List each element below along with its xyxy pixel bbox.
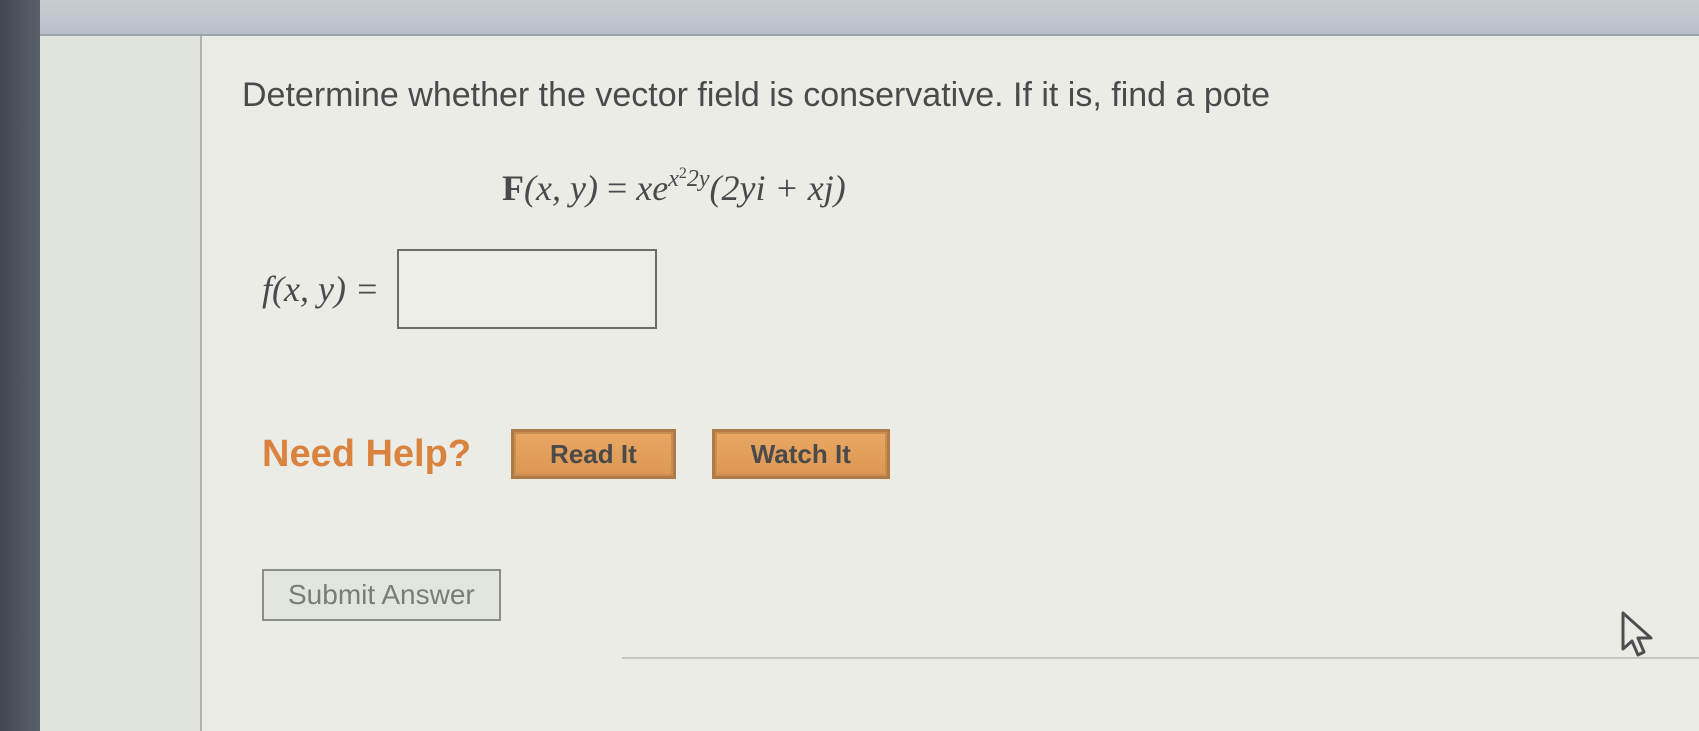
question-prompt: Determine whether the vector field is co… [242,76,1699,115]
top-bar [0,0,1699,36]
cursor-icon [1619,611,1659,671]
equation-coeff: xe [636,168,668,208]
submit-row: Submit Answer [262,569,1699,621]
answer-label: f(x, y) = [262,268,379,310]
need-help-row: Need Help? Read It Watch It [262,429,1699,479]
equation-exp-2: 2 [679,165,687,182]
watch-it-button[interactable]: Watch It [712,429,890,479]
equation-tail: (2yi + xj) [710,168,846,208]
need-help-label: Need Help? [262,433,471,476]
submit-answer-button[interactable]: Submit Answer [262,569,501,621]
equation-equals: = [598,168,636,208]
equation-lhs-args: (x, y) [524,168,598,208]
left-edge-shadow [0,0,40,731]
answer-input[interactable] [397,249,657,329]
equation-lhs-fn: F [502,168,524,208]
equation-exp-2y: 2y [687,166,710,192]
read-it-button[interactable]: Read It [511,429,676,479]
vector-field-equation: F(x, y) = xex22y(2yi + xj) [502,165,1699,209]
question-panel: Determine whether the vector field is co… [200,36,1699,731]
section-divider [622,657,1699,659]
equation-exp-x: x [668,166,679,192]
answer-row: f(x, y) = [262,249,1699,329]
